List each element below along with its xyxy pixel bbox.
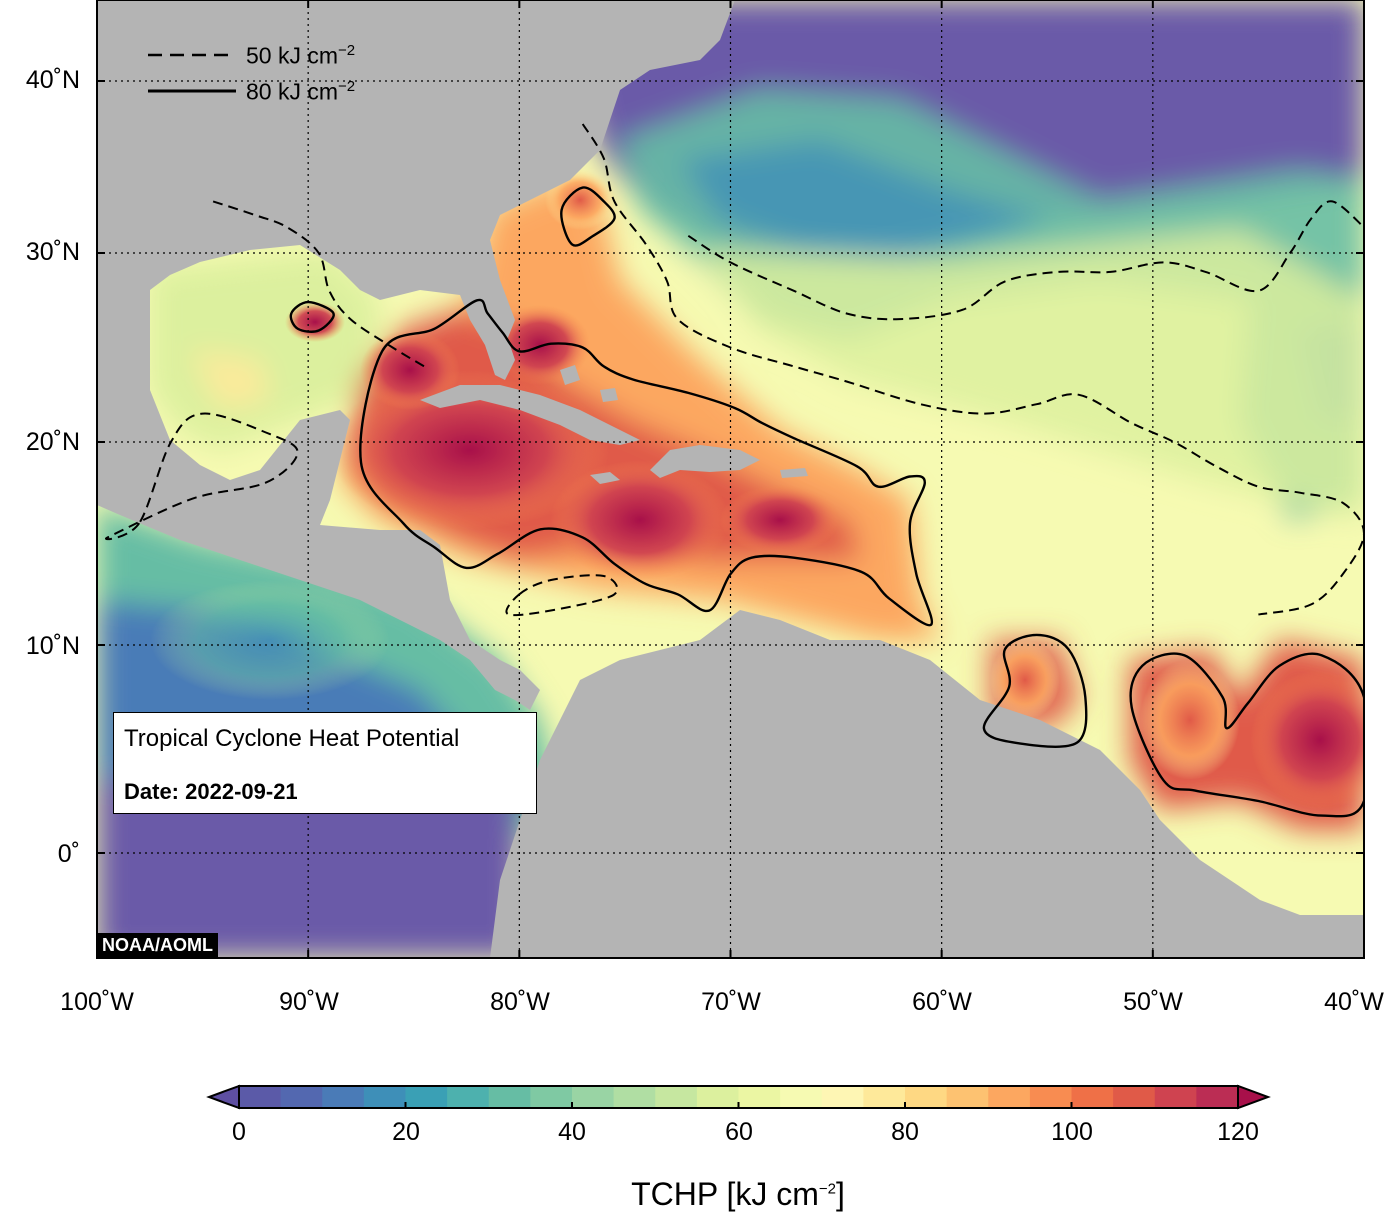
colorbar-segment: [821, 1086, 864, 1108]
map-date: Date: 2022-09-21: [124, 779, 298, 804]
x-tick-label: 100˚W: [60, 988, 134, 1016]
credit-badge: NOAA/AOML: [97, 933, 218, 957]
map-title: Tropical Cyclone Heat Potential: [124, 725, 460, 752]
contour-80: [560, 186, 616, 247]
legend-dashed-label: 50 kJ cm: [246, 42, 339, 69]
colorbar-label-exp: −2: [818, 1180, 837, 1198]
colorbar-segment: [738, 1086, 781, 1108]
colorbar-tick-label: 120: [1217, 1118, 1259, 1146]
colorbar-segment: [988, 1086, 1031, 1108]
colorbar-tick-label: 100: [1051, 1118, 1093, 1146]
contour-80: [1129, 652, 1364, 818]
colorbar-segment: [1029, 1086, 1072, 1108]
colorbar-segment: [1071, 1086, 1114, 1108]
y-tick-label: 30˚N: [25, 238, 80, 266]
y-tick-label: 10˚N: [25, 632, 80, 660]
colorbar-segment: [530, 1086, 573, 1108]
colorbar-segment: [322, 1086, 365, 1108]
colorbar-segment: [655, 1086, 698, 1108]
colorbar-segment: [447, 1086, 490, 1108]
hot-core-atlantic: [1250, 670, 1364, 810]
colorbar-segment: [239, 1086, 282, 1108]
axis-ticks: [96, 0, 1365, 958]
contour-50: [212, 200, 425, 368]
colorbar: [206, 1084, 1271, 1110]
colorbar-tick-label: 40: [558, 1118, 586, 1146]
colorbar-label-close: ]: [836, 1176, 845, 1212]
x-tick-label: 70˚W: [701, 988, 761, 1016]
colorbar-min-arrow: [206, 1084, 240, 1110]
contour-50: [505, 574, 619, 617]
x-tick-label: 40˚W: [1324, 988, 1384, 1016]
legend-dashed-exp: −2: [338, 42, 356, 59]
info-box: Tropical Cyclone Heat Potential Date: 20…: [113, 712, 537, 814]
colorbar-label-text: TCHP [kJ cm: [631, 1176, 819, 1212]
colorbar-segment: [780, 1086, 823, 1108]
contour-50: [687, 200, 1364, 321]
legend-solid-label: 80 kJ cm: [246, 78, 339, 105]
y-tick-label: 40˚N: [25, 66, 80, 94]
y-tick-label: 20˚N: [25, 428, 80, 456]
colorbar-segment: [905, 1086, 948, 1108]
x-tick-label: 80˚W: [490, 988, 550, 1016]
colorbar-segment: [363, 1086, 406, 1108]
contour-80: [289, 300, 335, 333]
contours-80: [289, 186, 1364, 818]
colorbar-segment: [1113, 1086, 1156, 1108]
contour-80: [982, 633, 1088, 748]
colorbar-segment: [1154, 1086, 1197, 1108]
y-tick-label: 0˚: [57, 840, 80, 868]
colorbar-tick-label: 60: [725, 1118, 753, 1146]
x-tick-label: 50˚W: [1123, 988, 1183, 1016]
colorbar-max-arrow: [1237, 1084, 1271, 1110]
colorbar-segment: [696, 1086, 739, 1108]
colorbar-segment: [946, 1086, 989, 1108]
legend-solid-exp: −2: [338, 78, 356, 95]
colorbar-segment: [1196, 1086, 1239, 1108]
colorbar-segment: [613, 1086, 656, 1108]
colorbar-segment: [405, 1086, 448, 1108]
x-tick-label: 60˚W: [912, 988, 972, 1016]
contour-50: [581, 123, 1364, 616]
map-field: [97, 0, 1364, 958]
land: [97, 0, 1364, 958]
colorbar-segment: [863, 1086, 906, 1108]
colorbar-tick-label: 0: [232, 1118, 246, 1146]
colorbar-tick-label: 80: [891, 1118, 919, 1146]
colorbar-segment: [488, 1086, 531, 1108]
colorbar-segment: [280, 1086, 323, 1108]
colorbar-tick-label: 20: [392, 1118, 420, 1146]
contours-50: [105, 123, 1364, 617]
contour-80: [359, 298, 934, 627]
colorbar-label: TCHP [kJ cm−2]: [0, 1176, 1400, 1213]
x-tick-label: 90˚W: [279, 988, 339, 1016]
colorbar-segment: [572, 1086, 615, 1108]
